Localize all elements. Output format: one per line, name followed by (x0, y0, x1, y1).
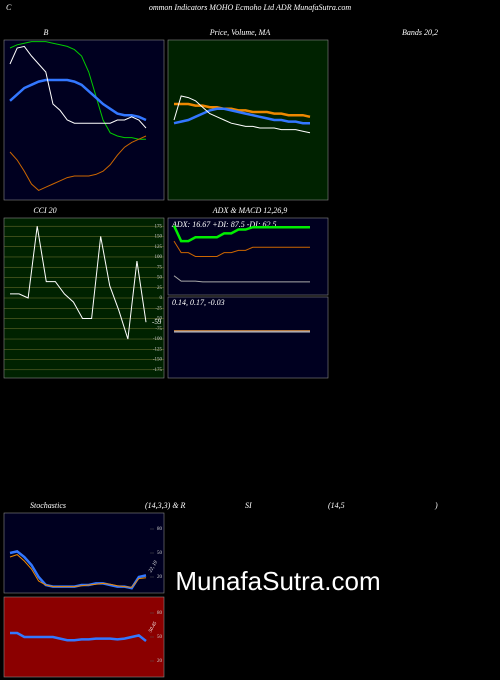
y-tick-label: 20 (157, 575, 163, 580)
watermark: MunafaSutra.com (175, 566, 380, 596)
series-line (173, 275, 310, 283)
annotation: 50.45 (148, 621, 158, 634)
annotation: ADX: 16.67 +DI: 87.5 -DI: 62.5 (171, 220, 277, 229)
series-line (10, 631, 147, 642)
y-tick-label: 150 (155, 235, 163, 240)
y-tick-label: -100 (153, 337, 163, 342)
annotation: 0.14, 0.17, -0.03 (172, 298, 225, 307)
series-line (9, 78, 147, 122)
stoch-title: (14,5 (328, 501, 345, 510)
series-line (9, 45, 147, 129)
panel (3, 39, 165, 201)
stoch-title: ) (434, 501, 438, 510)
y-tick-label: -175 (153, 368, 163, 373)
series-line (9, 41, 146, 140)
panel-title: Price, Volume, MA (209, 28, 271, 37)
panel-subtitle: Bands 20,2 (402, 28, 438, 37)
y-tick-label: 175 (155, 224, 163, 229)
series-line (173, 240, 310, 257)
y-tick-label: -50 (155, 317, 162, 322)
series-line (9, 135, 147, 191)
stoch-title: Stochastics (30, 501, 66, 510)
y-tick-label: -125 (153, 347, 163, 352)
y-tick-label: 80 (157, 611, 163, 616)
y-tick-label: 0 (160, 296, 163, 301)
series-line (10, 226, 147, 340)
panel (3, 512, 165, 594)
panel-title: CCI 20 (33, 206, 56, 215)
panel-title: B (44, 28, 49, 37)
y-tick-label: 50 (157, 635, 163, 640)
annotation: 22, 19 (148, 560, 159, 574)
series-line (173, 95, 311, 134)
y-tick-label: 75 (157, 265, 163, 270)
series-line (172, 225, 310, 243)
panel-title: ADX & MACD 12,26,9 (212, 206, 287, 215)
series-line (173, 107, 310, 125)
y-tick-label: 50 (157, 551, 163, 556)
y-tick-label: 50 (157, 276, 163, 281)
series-line (174, 102, 311, 119)
y-tick-label: 80 (157, 527, 163, 532)
value-label: -59 (152, 318, 162, 326)
panel (167, 39, 329, 201)
y-tick-label: 20 (157, 659, 163, 664)
header-letter: C (6, 3, 12, 12)
stoch-title: SI (245, 501, 252, 510)
series-line (9, 554, 147, 588)
header-title: ommon Indicators MOHO Ecmoho Ltd ADR Mun… (149, 3, 352, 12)
y-tick-label: -25 (155, 306, 162, 311)
y-tick-label: 125 (155, 245, 163, 250)
y-tick-label: -75 (155, 327, 162, 332)
stoch-title: (14,3,3) & R (145, 501, 186, 510)
y-tick-label: 25 (157, 286, 163, 291)
panel (167, 296, 329, 379)
y-tick-label: 100 (155, 255, 163, 260)
y-tick-label: -150 (153, 358, 163, 363)
